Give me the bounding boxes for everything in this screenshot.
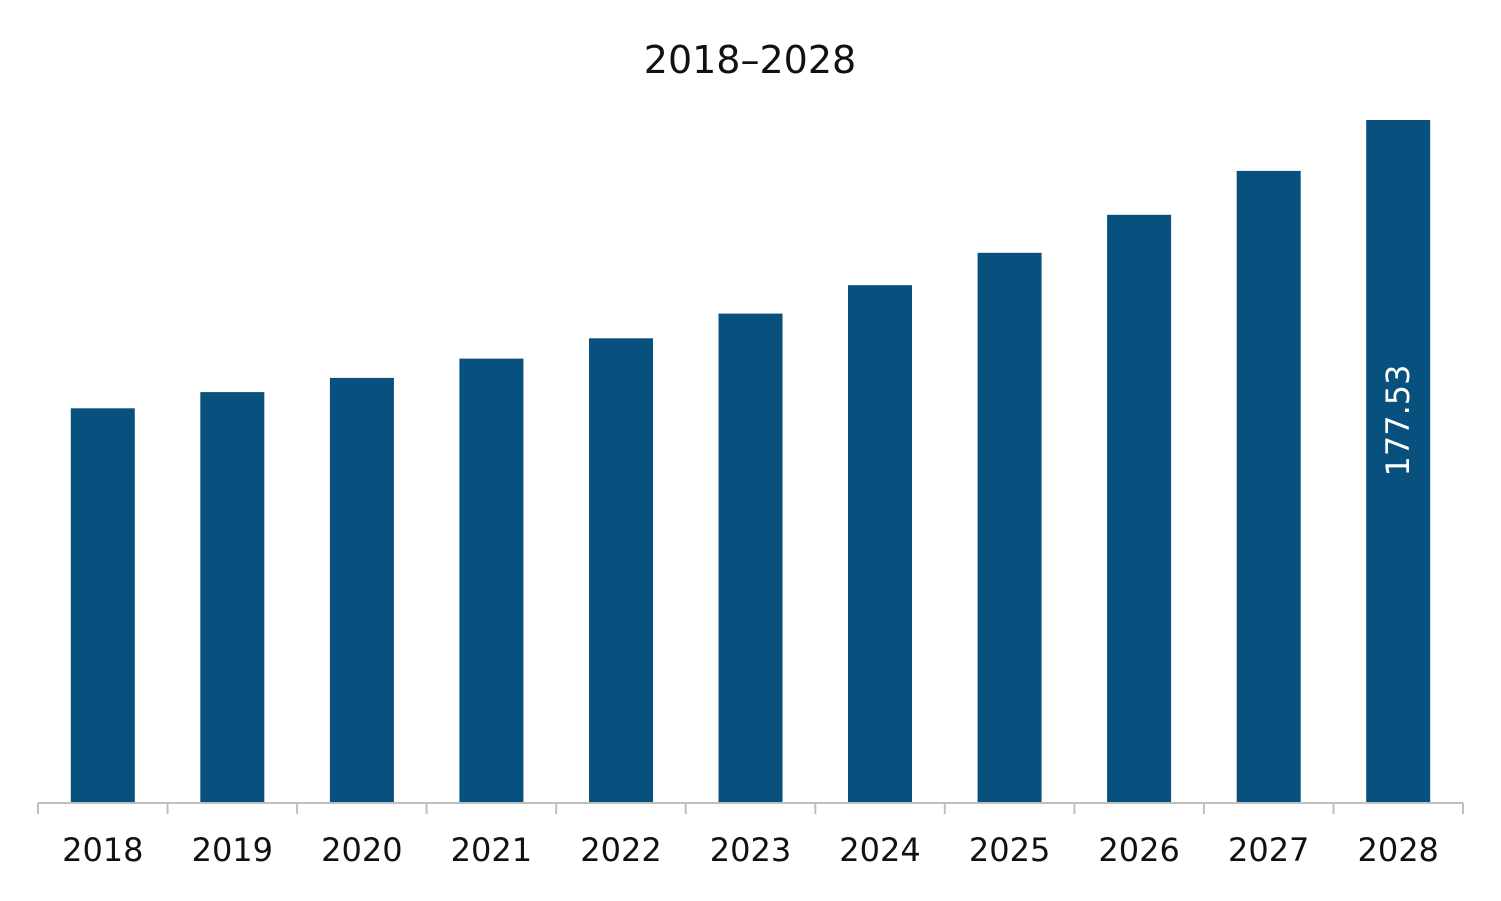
bar-2018: [70, 408, 135, 803]
bar-2028: [1366, 120, 1431, 803]
bar-2027: [1236, 170, 1301, 803]
chart-title: 2018–2028: [644, 38, 856, 82]
bars-group: [70, 120, 1431, 804]
data-label-2028: 177.53: [1379, 365, 1417, 477]
data-labels: 177.53: [1379, 365, 1417, 477]
x-tick-label-2018: 2018: [62, 831, 143, 869]
bar-2025: [977, 252, 1042, 804]
bar-2024: [848, 285, 912, 803]
x-tick-label-2026: 2026: [1098, 831, 1179, 869]
x-tick-label-2023: 2023: [710, 831, 791, 869]
x-axis: [37, 802, 1464, 814]
x-tick-label-2025: 2025: [969, 831, 1050, 869]
x-tick-label-2028: 2028: [1357, 831, 1438, 869]
bar-2020: [329, 377, 394, 803]
bar-2022: [589, 338, 653, 803]
x-tick-label-2022: 2022: [580, 831, 661, 869]
bar-2023: [718, 313, 783, 803]
bar-2021: [459, 358, 524, 803]
bar-2026: [1107, 214, 1172, 804]
bar-2019: [200, 392, 265, 803]
x-tick-label-2024: 2024: [839, 831, 920, 869]
x-tick-label-2021: 2021: [451, 831, 532, 869]
x-axis-tick-labels: 2018 2019 2020 2021 2022 2023 2024 2025 2026 2027…: [62, 831, 1439, 869]
x-tick-label-2020: 2020: [321, 831, 402, 869]
x-tick-label-2019: 2019: [192, 831, 273, 869]
x-tick-label-2027: 2027: [1228, 831, 1309, 869]
